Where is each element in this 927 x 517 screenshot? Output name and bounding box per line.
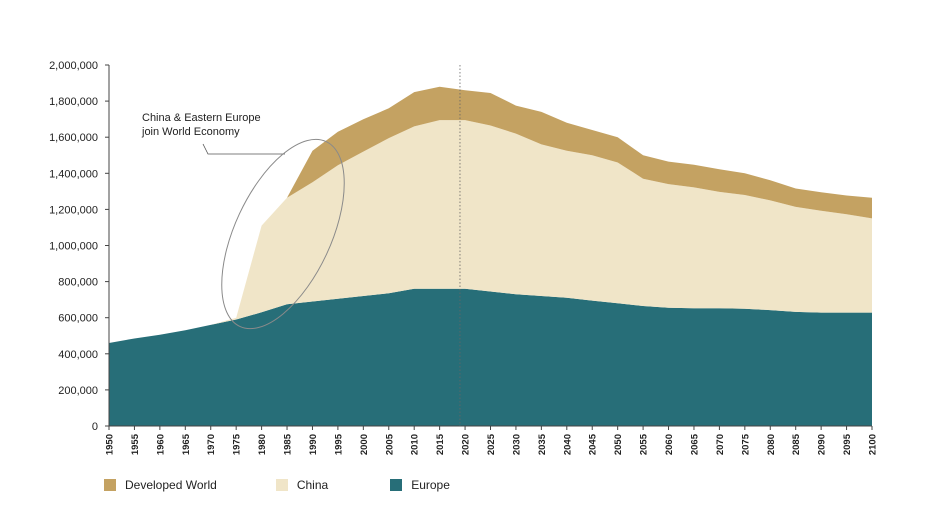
x-tick-label: 2040 — [562, 434, 573, 455]
annotation-leader-line — [202, 143, 285, 155]
x-tick-label: 2090 — [817, 434, 828, 455]
legend-swatch-developed-world — [104, 479, 116, 491]
x-tick-label: 1995 — [333, 433, 344, 455]
x-tick-label: 1985 — [283, 433, 294, 455]
x-tick-label: 1990 — [308, 434, 319, 455]
x-tick-label: 2060 — [664, 434, 675, 455]
legend-item-europe: Europe — [390, 478, 450, 492]
x-tick-label: 2080 — [766, 434, 777, 455]
y-tick-label: 1,000,000 — [49, 241, 98, 253]
legend-item-developed-world: Developed World — [104, 478, 217, 492]
x-tick-label: 1970 — [206, 434, 217, 455]
x-tick-label: 2015 — [435, 433, 446, 455]
annotation-line-1: China & Eastern Europe — [142, 112, 261, 124]
x-tick-label: 1965 — [181, 433, 192, 455]
annotation-line-2: join World Economy — [141, 126, 240, 138]
axes-group: 0 200,000 400,000 600,000 800,000 1,000,000 1,… — [49, 60, 878, 455]
area-series-china — [109, 120, 872, 343]
y-tick-label: 1,200,000 — [49, 204, 98, 216]
x-tick-label: 1960 — [155, 434, 166, 455]
y-tick-label: 1,800,000 — [49, 96, 98, 108]
y-tick-label: 200,000 — [58, 385, 98, 397]
x-tick-label: 2075 — [740, 433, 751, 455]
x-tick-label: 2095 — [842, 433, 853, 455]
x-tick-label: 2035 — [537, 433, 548, 455]
x-tick-label: 2070 — [715, 434, 726, 455]
y-tick-label: 2,000,000 — [49, 60, 98, 72]
legend-label-developed-world: Developed World — [125, 478, 217, 492]
y-tick-label: 600,000 — [58, 313, 98, 325]
x-tick-label: 2065 — [689, 433, 700, 455]
x-tick-label: 2050 — [613, 434, 624, 455]
x-tick-label: 2000 — [359, 434, 370, 455]
x-tick-label: 2085 — [791, 433, 802, 455]
x-tick-label: 2030 — [511, 434, 522, 455]
x-tick-label: 2020 — [461, 434, 472, 455]
y-tick-label: 400,000 — [58, 349, 98, 361]
x-tick-label: 1950 — [105, 434, 116, 455]
x-tick-label: 2010 — [410, 434, 421, 455]
x-tick-label: 2025 — [486, 433, 497, 455]
legend-label-europe: Europe — [411, 478, 450, 492]
annotation-group: China & Eastern Europe join World Econom… — [141, 112, 345, 330]
area-series-europe — [109, 288, 872, 426]
y-tick-label: 1,600,000 — [49, 132, 98, 144]
annotation-ellipse — [221, 138, 345, 330]
x-tick-label: 1980 — [257, 434, 268, 455]
x-tick-label: 2045 — [588, 433, 599, 455]
y-tick-label: 800,000 — [58, 277, 98, 289]
area-series-group — [109, 86, 872, 426]
legend-swatch-europe — [390, 479, 403, 491]
legend-item-china: China — [275, 478, 329, 492]
x-tick-label: 2005 — [384, 433, 395, 455]
x-tick-label: 1975 — [232, 433, 243, 455]
x-tick-label: 2055 — [639, 433, 650, 455]
legend-label-china: China — [296, 478, 329, 492]
y-tick-label: 1,400,000 — [49, 168, 98, 180]
x-tick-label: 1955 — [130, 433, 141, 455]
legend-swatch-china — [275, 479, 288, 491]
x-tick-label: 2100 — [868, 434, 879, 455]
y-tick-label: 0 — [92, 421, 98, 433]
chart-legend: Developed World China Europe — [104, 478, 496, 492]
